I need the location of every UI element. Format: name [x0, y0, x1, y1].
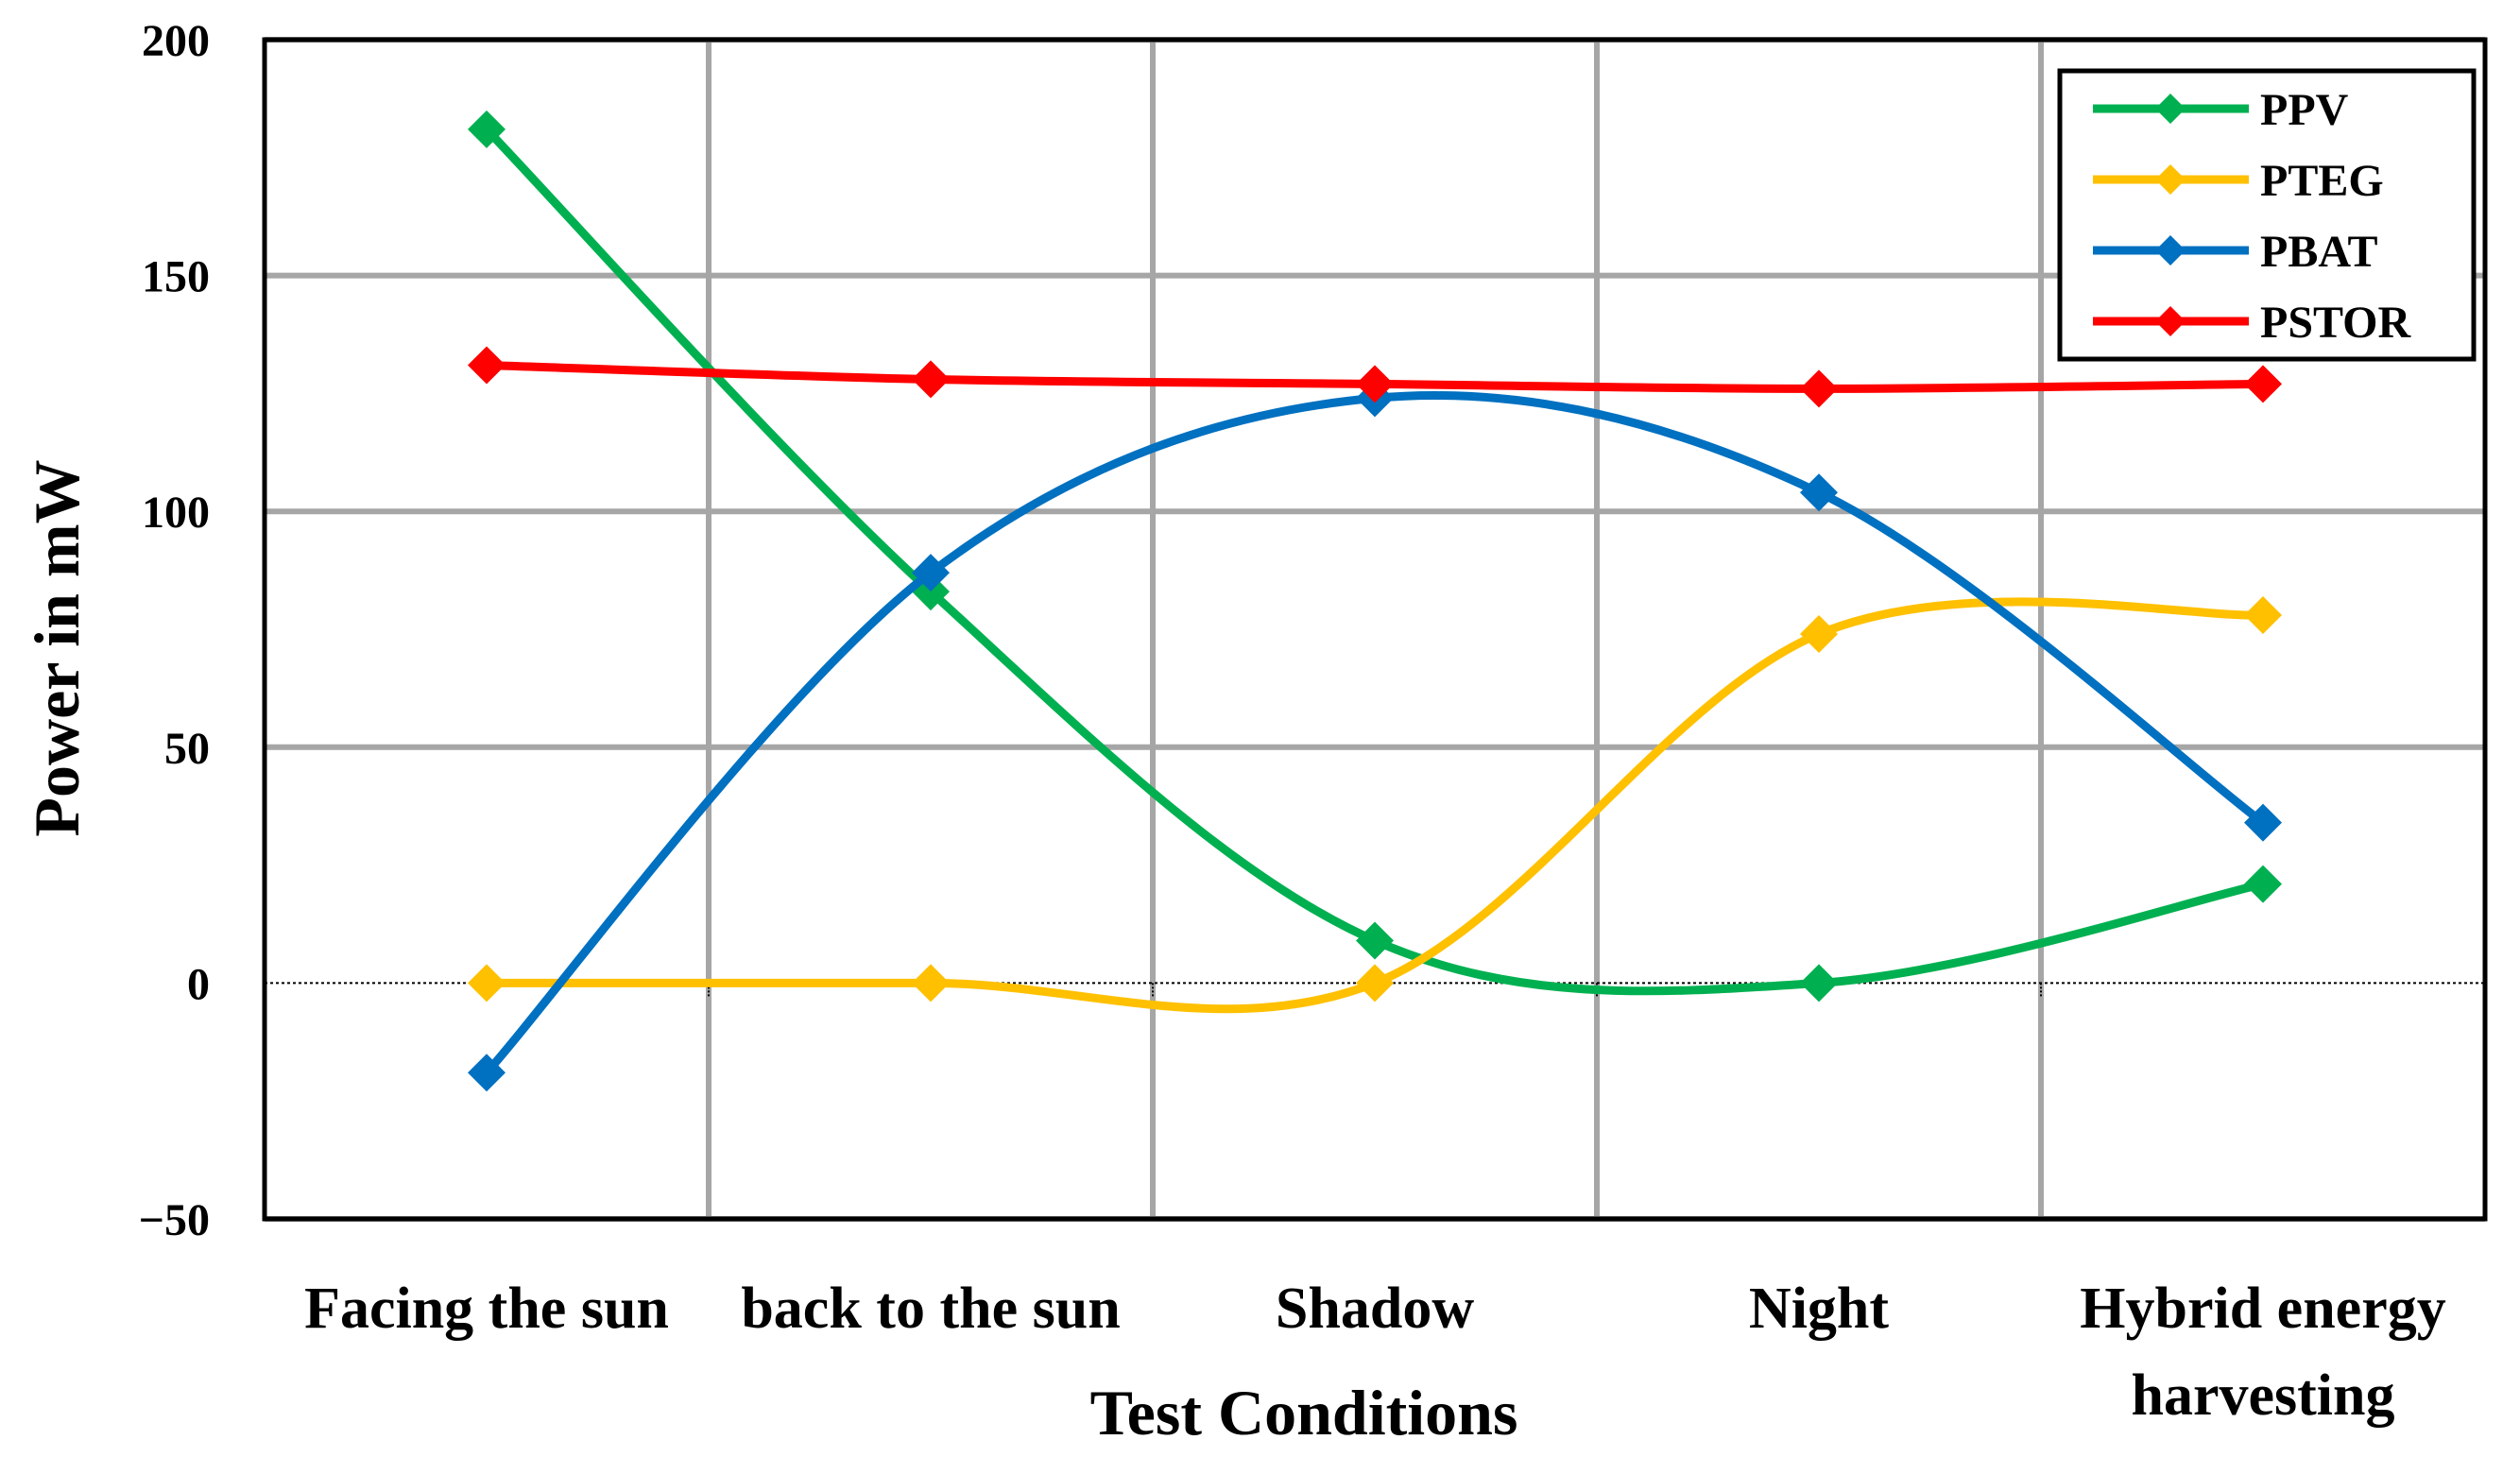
legend-label: PTEG	[2260, 156, 2384, 206]
y-axis-title: Power in mW	[21, 459, 93, 836]
legend-swatch-marker	[2155, 94, 2186, 124]
data-point-marker	[1800, 964, 1838, 1003]
y-tick-label: 0	[187, 959, 210, 1009]
x-tick-label: Facing the sun	[304, 1277, 669, 1341]
series-ppv	[468, 110, 2282, 1003]
series-line	[482, 597, 2268, 1014]
legend: PPV PTEG PBAT PSTOR	[2057, 68, 2477, 362]
data-point-marker	[1356, 365, 1394, 403]
data-point-marker	[912, 360, 950, 399]
data-point-marker	[1356, 964, 1394, 1003]
y-axis-ticks: −50 0 50 100 150 200	[139, 16, 210, 1245]
y-tick-label: 150	[142, 252, 210, 302]
legend-item: PSTOR	[2093, 298, 2412, 348]
legend-swatch-marker	[2155, 235, 2186, 266]
x-tick-label: Shadow	[1276, 1277, 1474, 1341]
data-point-marker	[1800, 369, 1838, 408]
data-point-marker	[468, 1054, 506, 1092]
data-point-marker	[468, 964, 506, 1003]
legend-swatch-marker	[2155, 306, 2186, 336]
x-tick-label: Hybrid energy harvesting	[2080, 1277, 2445, 1428]
data-point-marker	[468, 346, 506, 385]
x-tick-label: back to the sun	[741, 1277, 1120, 1341]
series-line	[482, 125, 2268, 996]
data-point-marker	[468, 110, 506, 148]
y-tick-label: 50	[164, 724, 210, 774]
data-point-marker	[912, 964, 950, 1003]
legend-label: PPV	[2260, 85, 2349, 135]
y-tick-label: 200	[142, 16, 210, 66]
x-axis-ticks: Facing the sun back to the sun Shadow Night…	[304, 1277, 2446, 1428]
data-point-marker	[1356, 921, 1394, 960]
plot-area-frame	[262, 37, 2488, 1222]
x-axis-title: Test Conditions	[1090, 1377, 1518, 1448]
data-point-marker	[2244, 803, 2282, 842]
legend-label: PBAT	[2260, 227, 2377, 277]
data-point-marker	[2244, 865, 2282, 903]
data-point-marker	[2244, 365, 2282, 403]
y-tick-label: 100	[142, 488, 210, 538]
data-point-marker	[2244, 596, 2282, 635]
data-point-marker	[912, 554, 950, 592]
data-point-marker	[1800, 614, 1838, 653]
legend-label: PSTOR	[2260, 298, 2412, 348]
legend-swatch-marker	[2155, 164, 2186, 195]
legend-item: PTEG	[2093, 156, 2384, 206]
legend-box	[2057, 68, 2477, 362]
series-pstor	[468, 346, 2282, 408]
y-tick-label: −50	[139, 1195, 210, 1245]
legend-item: PPV	[2093, 85, 2349, 135]
data-point-marker	[1800, 473, 1838, 512]
x-tick-label: Night	[1749, 1277, 1889, 1341]
series-pteg	[468, 596, 2282, 1014]
series-group	[468, 110, 2282, 1092]
legend-item: PBAT	[2093, 227, 2377, 277]
